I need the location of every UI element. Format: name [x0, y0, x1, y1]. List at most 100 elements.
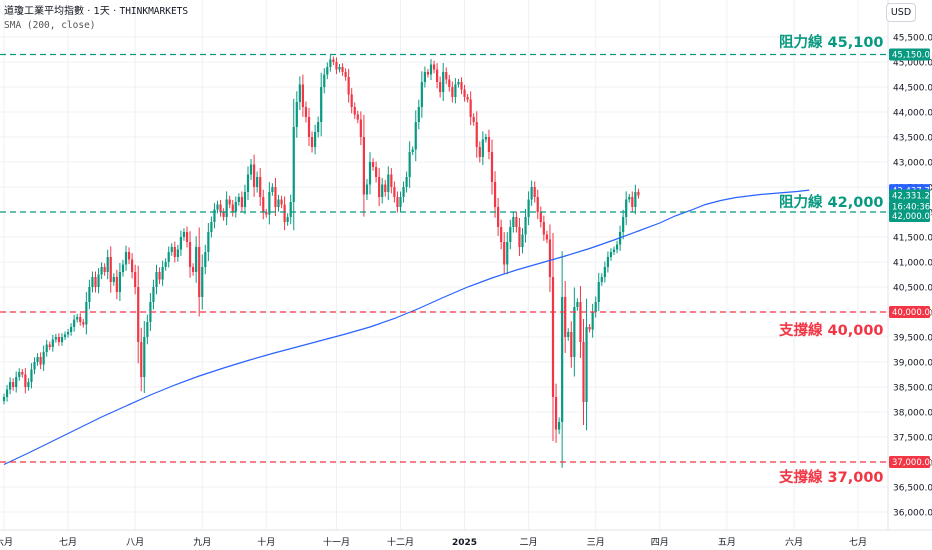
candle-body	[286, 217, 289, 222]
candle-body	[521, 234, 524, 247]
symbol-name[interactable]: 道瓊工業平均指數	[4, 6, 84, 17]
candle-body	[79, 317, 82, 322]
price-tag-text: 16:40:36	[892, 203, 930, 213]
candle-body	[243, 192, 247, 207]
candle-body	[481, 139, 484, 157]
candle-body	[454, 84, 457, 97]
candle-body	[362, 137, 365, 195]
time-tick-label: 六月	[785, 536, 803, 548]
sma-line	[3, 189, 810, 466]
candle-body	[176, 249, 179, 257]
candle-body	[509, 227, 512, 242]
candle-body	[347, 77, 350, 95]
candle-body	[344, 72, 347, 77]
candle-body	[634, 192, 637, 207]
candle-body	[612, 249, 616, 252]
candle-body	[631, 197, 634, 207]
candle-body	[277, 199, 280, 207]
candle-body	[417, 107, 420, 122]
price-tick-label: 38,500.00	[893, 384, 932, 394]
candle-body	[106, 257, 109, 272]
candle-body	[365, 184, 369, 195]
candle-body	[463, 89, 466, 97]
candle-body	[173, 247, 176, 257]
candle-body	[429, 64, 433, 75]
price-tag-text: 45,150.00	[892, 51, 932, 61]
candle-body	[118, 272, 121, 292]
indicator-label[interactable]: SMA (200, close)	[4, 20, 96, 31]
candle-body	[103, 267, 106, 272]
candle-body	[185, 232, 189, 242]
candle-body	[121, 264, 125, 272]
candle-body	[240, 197, 243, 207]
price-tick-label: 45,500.00	[893, 34, 932, 44]
candle-body	[143, 337, 146, 377]
price-tick-label: 39,500.00	[893, 334, 932, 344]
price-tick-label: 45,000.00	[893, 59, 932, 69]
candle-body	[414, 122, 417, 150]
candle-body	[60, 337, 64, 342]
candle-body	[603, 267, 606, 277]
price-tick-label: 43,500.00	[893, 134, 932, 144]
candle-body	[493, 182, 497, 207]
candle-body	[457, 82, 460, 85]
price-tag-bg	[889, 306, 930, 318]
candle-body	[542, 222, 545, 235]
candle-body	[515, 217, 518, 227]
candle-body	[314, 132, 317, 147]
candle-body	[405, 177, 408, 187]
candle-body	[469, 99, 472, 117]
annotation-support: 支撐線 37,000	[779, 470, 884, 486]
candle-body	[484, 137, 487, 140]
candle-body	[109, 257, 112, 282]
candle-body	[45, 344, 48, 352]
candle-body	[387, 174, 390, 192]
candle-body	[88, 287, 91, 302]
candle-body	[570, 332, 573, 357]
candle-body	[329, 59, 332, 67]
candle-body	[295, 102, 298, 127]
candle-body	[597, 282, 600, 302]
candle-body	[359, 119, 362, 137]
candle-body	[420, 82, 423, 107]
price-axis[interactable]: 36,000.00 36,500.00 37,000.00 37,500.00 38,0…	[893, 34, 932, 519]
candle-body	[548, 239, 552, 277]
time-tick-label: 2025	[452, 538, 477, 548]
price-tag-bg	[889, 200, 930, 213]
candle-body	[158, 272, 161, 280]
time-tick-label: 六月	[0, 536, 13, 548]
price-tick-label: 40,500.00	[893, 284, 932, 294]
candle-body	[371, 162, 375, 167]
candle-body	[628, 197, 631, 200]
price-tag-text: 40,000.00	[892, 308, 932, 318]
sma-200-line	[3, 189, 810, 466]
candle-body	[280, 199, 283, 205]
candle-body	[182, 232, 186, 237]
candle-body	[170, 247, 173, 252]
candle-body	[27, 382, 30, 387]
candle-body	[356, 114, 359, 120]
candle-body	[192, 267, 195, 272]
price-tick-label: 38,000.00	[893, 409, 932, 419]
candle-body	[350, 94, 353, 107]
candle-body	[2, 397, 6, 401]
candle-body	[213, 209, 216, 222]
candle-body	[210, 222, 213, 232]
price-tag-bg	[889, 456, 930, 468]
currency-button[interactable]: USD	[886, 3, 916, 22]
price-tag-text: 37,000.00	[892, 458, 932, 468]
candle-body	[21, 372, 24, 375]
time-tick-label: 四月	[651, 537, 669, 548]
candle-body	[466, 97, 469, 100]
time-tick-label: 二月	[520, 537, 538, 548]
candle-body	[33, 362, 36, 370]
time-axis[interactable]: 六月 七月 八月 九月 十月 十一月 十二月 2025 二月 三月 四月 五月 六月 七月	[0, 536, 867, 548]
candle-body	[228, 199, 231, 205]
candle-body	[51, 339, 54, 347]
interval-label[interactable]: 1天	[93, 6, 110, 17]
candles	[2, 54, 640, 468]
candle-body	[478, 147, 481, 157]
candle-body	[283, 204, 286, 222]
candle-body	[317, 122, 320, 132]
